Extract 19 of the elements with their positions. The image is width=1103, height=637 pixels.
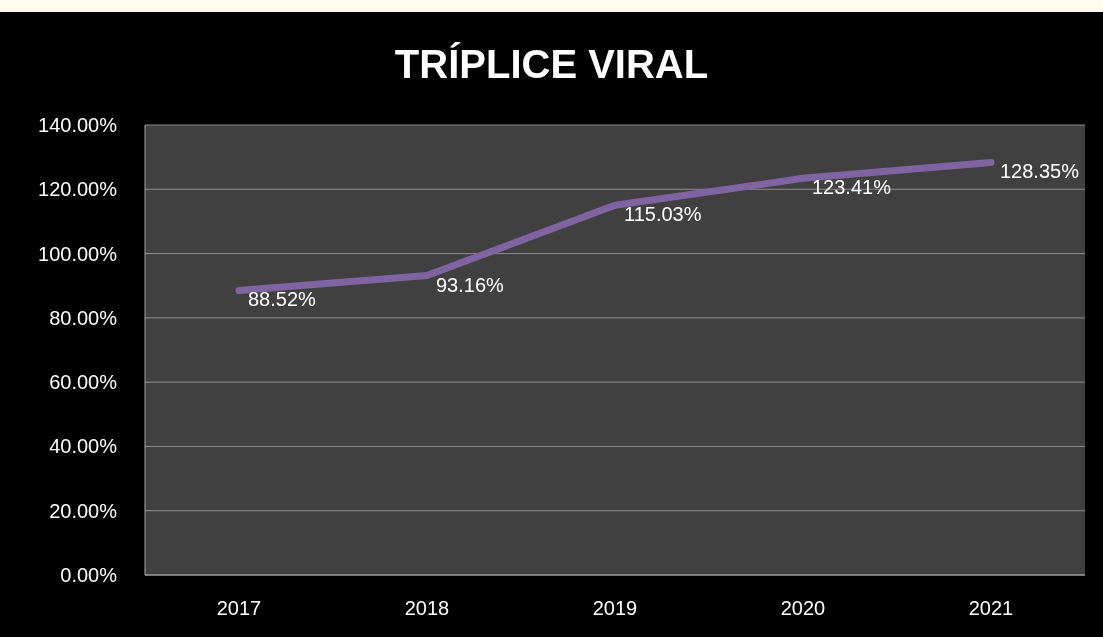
y-tick-label: 140.00% <box>38 114 118 136</box>
x-tick-label: 2021 <box>968 597 1014 619</box>
data-label: 123.41% <box>812 176 892 199</box>
y-tick-label: 120.00% <box>38 178 118 201</box>
y-tick-label: 60.00% <box>49 371 118 394</box>
x-tick-label: 2019 <box>592 597 638 619</box>
x-tick-label: 2020 <box>780 597 826 619</box>
y-tick-label: 80.00% <box>49 306 118 329</box>
y-tick-label: 40.00% <box>49 435 118 458</box>
data-label: 128.35% <box>1000 160 1080 183</box>
x-tick-label: 2017 <box>216 597 262 619</box>
data-label: 93.16% <box>436 273 505 296</box>
y-tick-label: 0.00% <box>60 564 118 586</box>
data-label: 88.52% <box>248 288 317 311</box>
x-tick-label: 2018 <box>404 597 450 619</box>
chart-title: TRÍPLICE VIRAL <box>394 42 709 86</box>
data-label: 115.03% <box>624 203 702 226</box>
y-tick-label: 100.00% <box>38 242 118 265</box>
y-tick-label: 20.00% <box>49 499 118 522</box>
